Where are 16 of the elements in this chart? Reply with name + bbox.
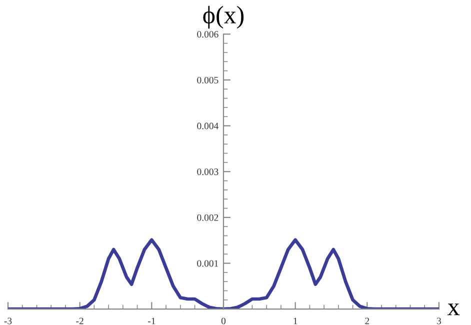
x-tick-label: -2 xyxy=(76,318,84,324)
y-tick-label: 0.002 xyxy=(197,214,218,221)
x-axis-title: x xyxy=(448,304,460,316)
x-tick-label: -3 xyxy=(4,318,12,324)
x-tick-label: 0 xyxy=(221,318,226,324)
x-tick-label: 1 xyxy=(294,318,298,324)
y-tick-label: 0.001 xyxy=(197,260,218,267)
y-tick-label: 0.005 xyxy=(197,76,218,84)
y-tick-label: 0.006 xyxy=(197,31,218,38)
x-tick-label: 3 xyxy=(437,318,442,324)
x-tick-label: 2 xyxy=(365,318,370,324)
y-axis-title: ϕ(x) xyxy=(203,6,244,29)
y-tick-label: 0.003 xyxy=(197,168,218,176)
y-tick-label: 0.004 xyxy=(197,122,218,130)
x-tick-label: -1 xyxy=(148,318,156,324)
line-series xyxy=(8,238,439,310)
